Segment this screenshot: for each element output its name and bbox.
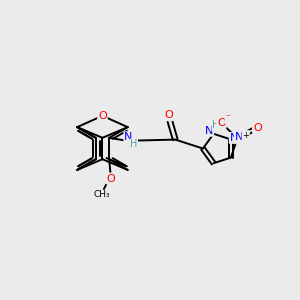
Text: N: N: [205, 126, 213, 136]
Text: N: N: [124, 132, 133, 142]
Text: O: O: [98, 111, 107, 121]
Text: O: O: [164, 110, 173, 120]
Text: CH₃: CH₃: [93, 190, 110, 200]
Text: +: +: [242, 131, 249, 140]
Text: H: H: [130, 140, 137, 149]
Text: H: H: [212, 121, 220, 130]
Text: O: O: [106, 173, 115, 184]
Text: N: N: [230, 133, 238, 143]
Text: ⁻: ⁻: [225, 113, 230, 123]
Text: O: O: [217, 118, 226, 128]
Text: O: O: [253, 123, 262, 133]
Text: N: N: [235, 132, 243, 142]
